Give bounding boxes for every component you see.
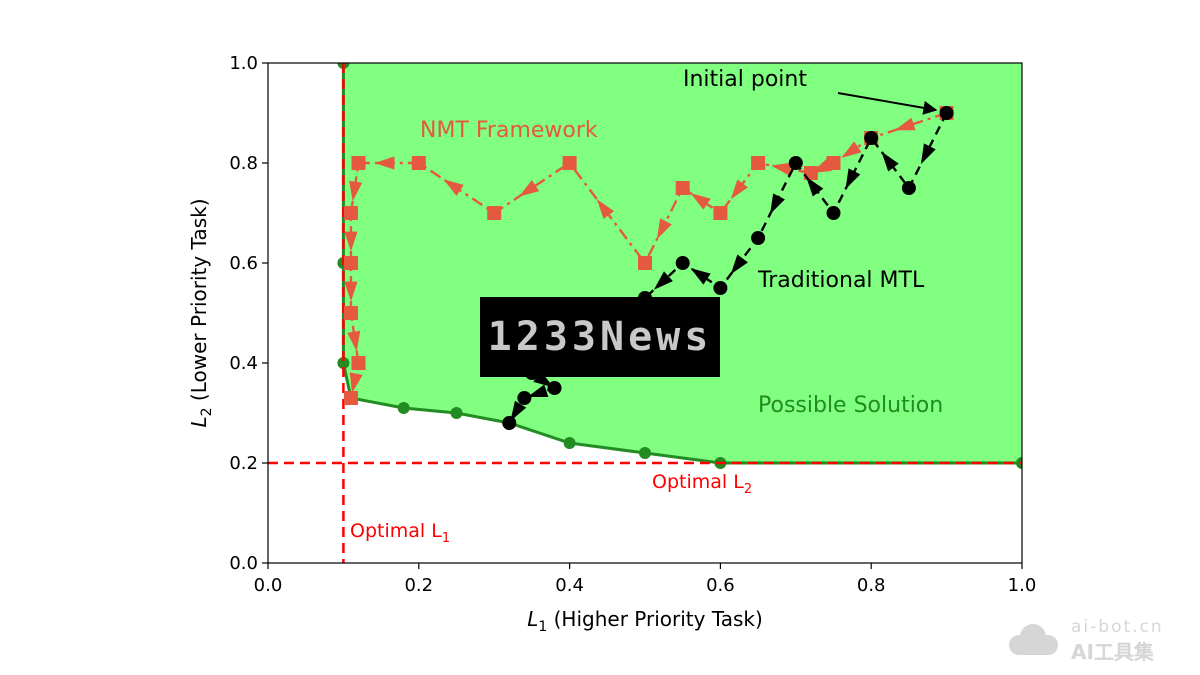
nmt-point-4 (751, 156, 766, 170)
optimal-l2-label: Optimal L2 (652, 471, 752, 497)
nmt-point-2 (826, 156, 841, 170)
nmt-arrow-15 (349, 372, 363, 394)
nmt-arrow-11 (349, 180, 363, 202)
nmt-arrow-10 (374, 156, 395, 170)
x-axis-label: L1 (Higher Priority Task) (527, 607, 763, 635)
x-tick-label-5: 1.0 (1008, 575, 1037, 596)
mtl-point-0 (939, 106, 954, 120)
x-tick-label-2: 0.4 (555, 575, 584, 596)
y-tick-label-0: 0.0 (229, 553, 258, 574)
mtl-arrow-6 (690, 268, 711, 285)
optimal-l2-main: Optimal L (652, 471, 744, 493)
x-tick-label-0: 0.0 (254, 575, 283, 596)
mtl-arrow-12 (527, 384, 549, 397)
nmt-point-10 (411, 156, 426, 170)
nmt-point-9 (487, 206, 502, 220)
frontier-point-10 (1016, 457, 1022, 469)
mtl-arrow-1 (881, 151, 899, 172)
y-tick-label-5: 1.0 (229, 53, 258, 74)
initial-point-arrow (837, 92, 938, 115)
nmt-arrow-14 (347, 330, 361, 352)
y-axis-label: L2 (Lower Priority Task) (187, 198, 215, 427)
nmt-arrow-7 (596, 199, 615, 219)
plot-frame (267, 62, 1023, 564)
frontier-point-2 (337, 357, 350, 369)
x-tick-label-3: 0.6 (706, 575, 735, 596)
nmt-point-16 (343, 391, 358, 405)
optimal-l2-sub: 2 (744, 482, 752, 497)
nmt-point-15 (351, 356, 366, 370)
nmt-arrow-13 (344, 281, 358, 302)
nmt-point-5 (713, 206, 728, 220)
frontier-point-8 (639, 447, 651, 459)
nmt-point-8 (562, 156, 577, 170)
mtl-point-12 (547, 381, 562, 395)
mtl-arrow-2 (845, 168, 861, 190)
nmt-point-6 (675, 181, 690, 195)
nmt-arrow-5 (690, 193, 711, 210)
frontier-point-4 (397, 402, 410, 414)
news-watermark: 1233News (480, 297, 720, 377)
nmt-arrow-1 (841, 141, 862, 158)
nmt-arrow-12 (344, 231, 358, 252)
frontier-point-5 (450, 407, 463, 419)
optimal-l1-main: Optimal L (350, 520, 442, 542)
nmt-arrow-4 (730, 179, 748, 200)
nmt-arrow-9 (443, 179, 464, 196)
optimal-l1-label: Optimal L1 (350, 520, 450, 546)
mtl-point-7 (675, 256, 690, 270)
nmt-line (349, 111, 947, 399)
site-url: ai-bot.cn (1071, 617, 1164, 637)
y-tick-label-2: 0.4 (229, 353, 258, 374)
x-axis-label-main: L (527, 607, 538, 631)
site-name: AI工具集 (1071, 640, 1154, 664)
nmt-arrow-3 (771, 162, 792, 176)
mtl-point-5 (751, 231, 766, 245)
mtl-point-13 (517, 391, 532, 405)
frontier-point-7 (563, 437, 576, 449)
nmt-point-11 (351, 156, 366, 170)
mtl-point-14 (502, 416, 517, 430)
site-watermark: ai-bot.cn AI工具集 (1005, 615, 1190, 665)
y-axis-label-rest: (Lower Priority Task) (187, 198, 211, 407)
x-axis-label-sub: 1 (538, 619, 547, 635)
possible-solution-label: Possible Solution (758, 393, 943, 418)
cloud-logo-icon (1009, 624, 1058, 655)
traditional-mtl-label: Traditional MTL (757, 268, 925, 293)
nmt-point-12 (343, 206, 358, 220)
nmt-arrow-0 (894, 117, 916, 131)
nmt-arrow-6 (657, 218, 672, 240)
mtl-point-4 (788, 156, 803, 170)
mtl-arrow-3 (806, 176, 824, 197)
mtl-point-3 (826, 206, 841, 220)
initial-point-label: Initial point (683, 67, 807, 92)
x-axis-label-rest: (Higher Priority Task) (547, 607, 763, 631)
y-axis-label-sub: 2 (199, 407, 215, 416)
mtl-arrow-5 (730, 254, 748, 275)
mtl-arrow-4 (770, 193, 785, 215)
y-tick-label-1: 0.2 (229, 453, 258, 474)
y-axis-label-main: L (187, 416, 211, 427)
y-tick-label-4: 0.8 (229, 153, 258, 174)
mtl-arrow-0 (920, 143, 936, 165)
nmt-framework-label: NMT Framework (420, 118, 598, 143)
nmt-point-13 (343, 256, 358, 270)
x-tick-label-1: 0.2 (404, 575, 433, 596)
mtl-point-6 (713, 281, 728, 295)
mtl-point-1 (901, 181, 916, 195)
nmt-point-7 (638, 256, 652, 270)
y-tick-label-3: 0.6 (229, 253, 258, 274)
mtl-arrow-13 (510, 400, 527, 422)
nmt-point-14 (343, 306, 358, 320)
nmt-arrow-8 (518, 180, 540, 197)
optimal-l1-sub: 1 (442, 531, 450, 546)
mtl-point-2 (864, 131, 879, 145)
mtl-arrow-7 (653, 271, 673, 290)
x-tick-label-4: 0.8 (857, 575, 886, 596)
